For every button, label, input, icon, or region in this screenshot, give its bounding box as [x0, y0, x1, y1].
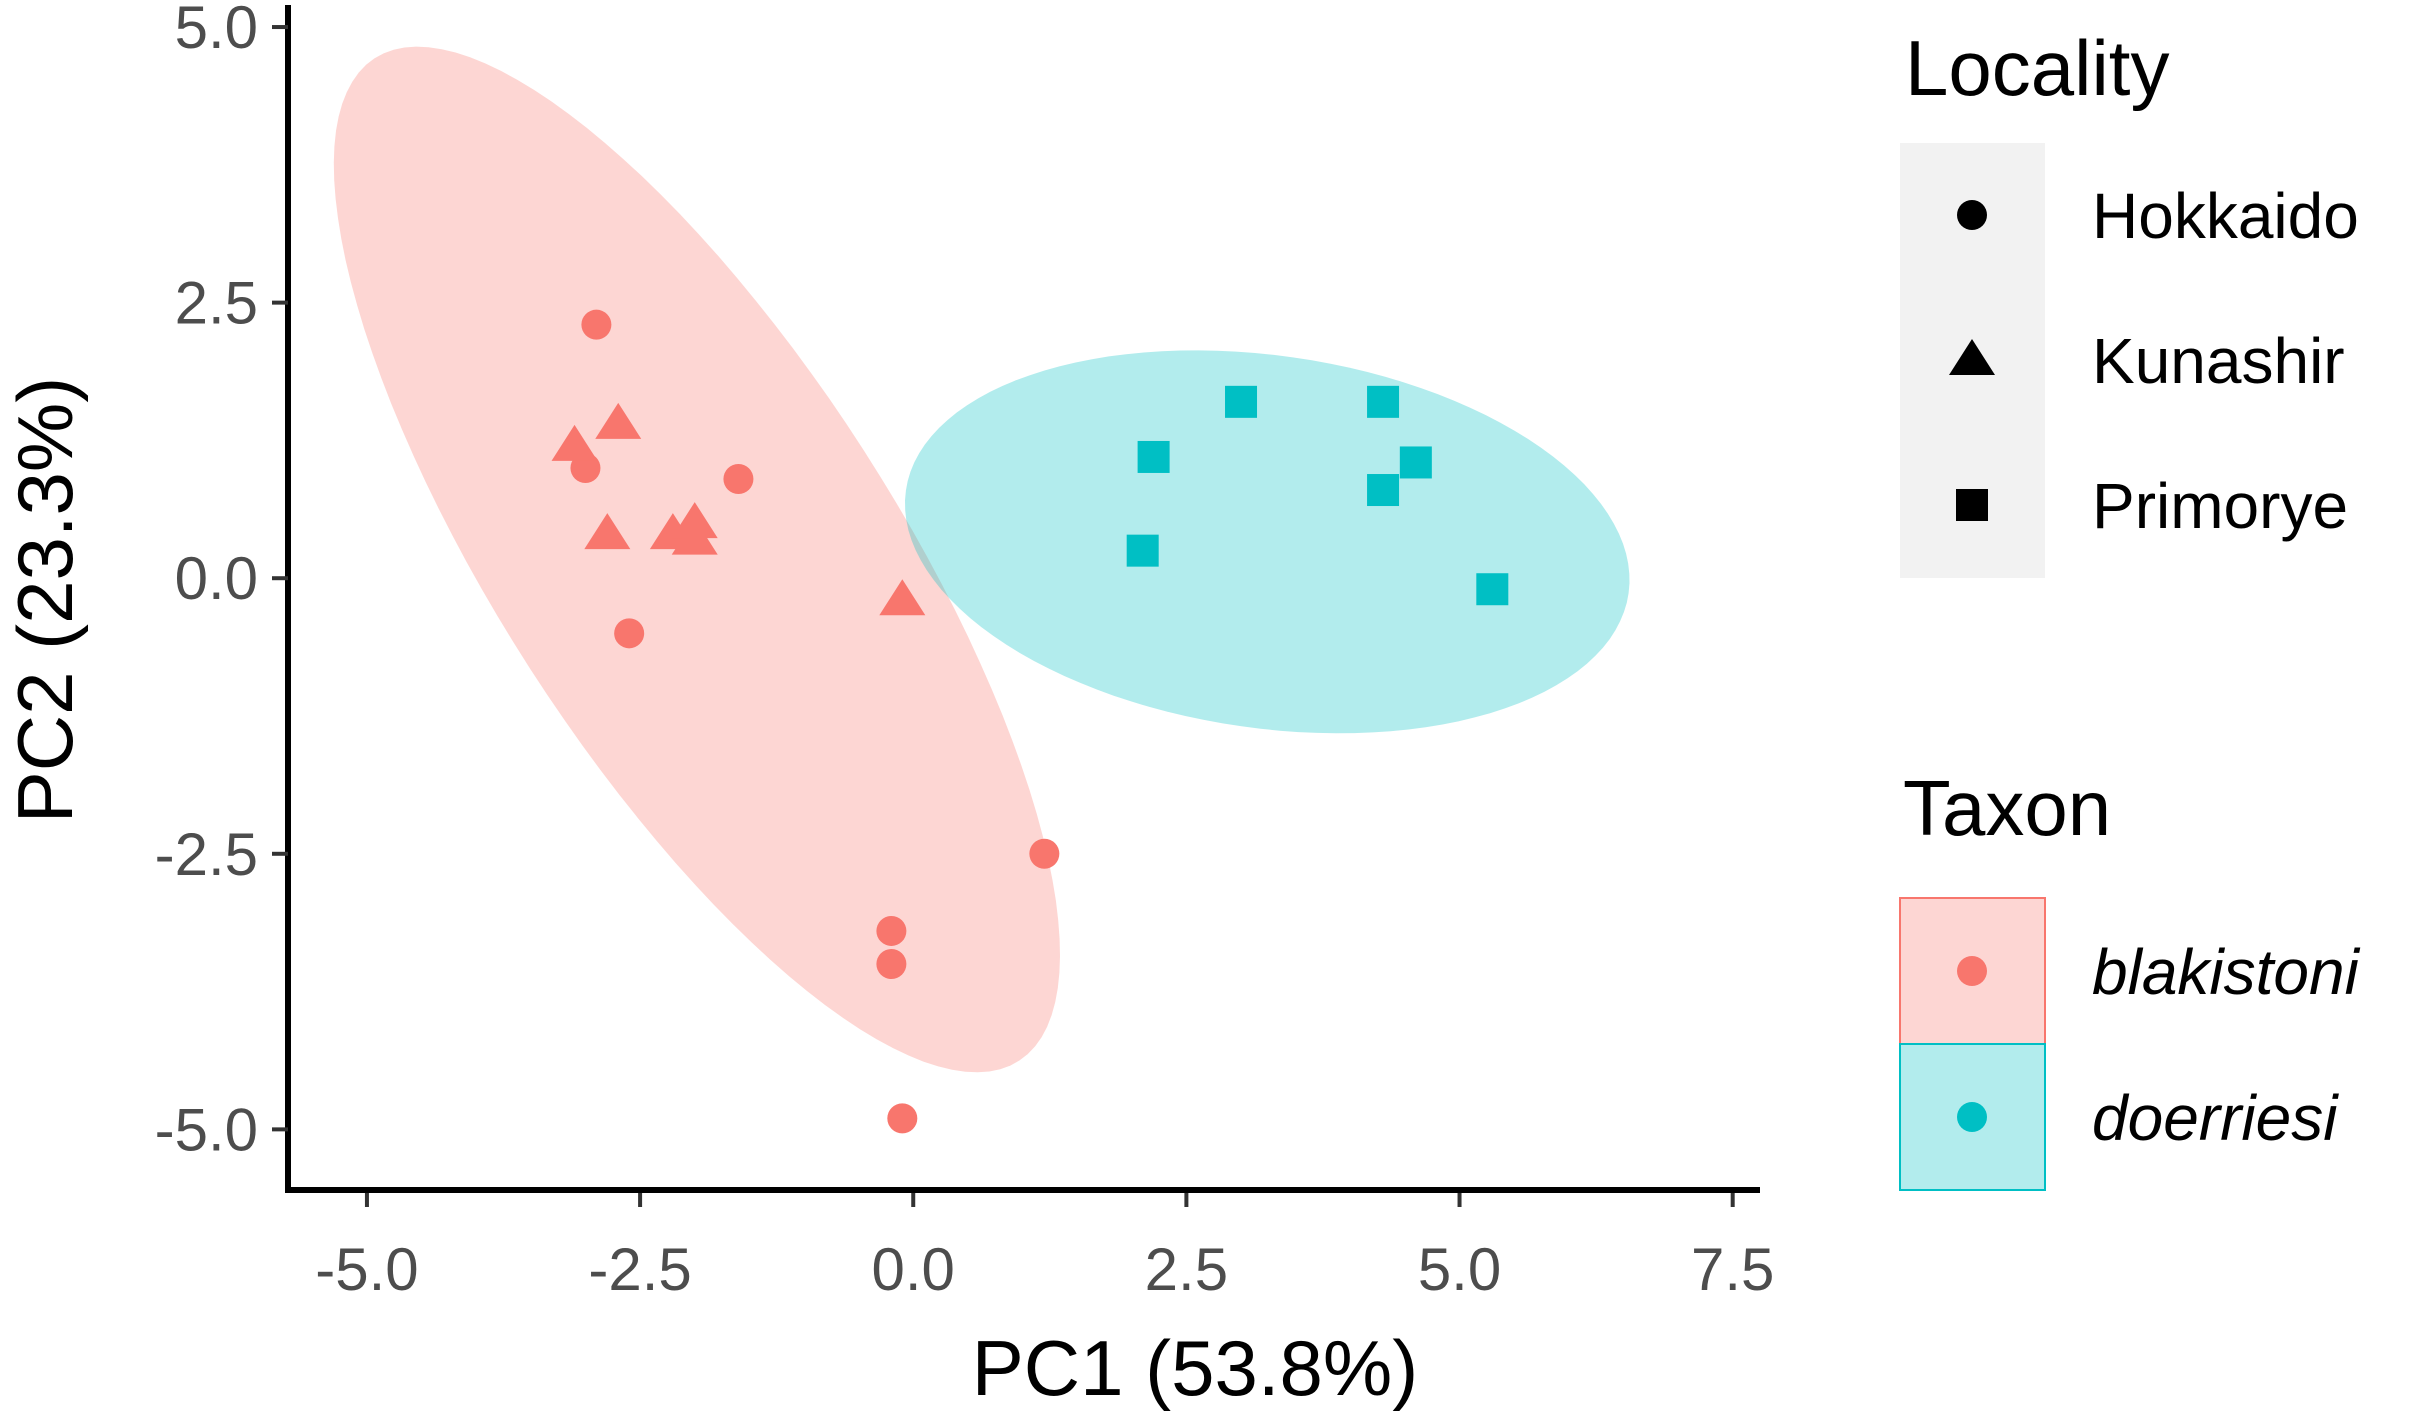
y-tick-label: 0.0 — [175, 545, 258, 612]
legend-circle-icon — [1957, 1102, 1987, 1132]
ellipse-doerriesi — [905, 350, 1630, 734]
y-ticks: -5.0 -2.5 0.0 2.5 5.0 — [155, 0, 288, 1163]
x-tick-label: -5.0 — [315, 1236, 418, 1303]
legend-locality-items: Hokkaido Kunashir Primorye — [1949, 180, 2359, 542]
legend-locality-label: Hokkaido — [2092, 180, 2359, 252]
x-ticks: -5.0 -2.5 0.0 2.5 5.0 7.5 — [315, 1193, 1774, 1303]
point-hokkaido-4 — [1029, 838, 1060, 869]
point-kunashir-2 — [584, 513, 631, 550]
point-kunashir-1 — [595, 402, 642, 439]
legend-locality-label: Kunashir — [2092, 325, 2345, 397]
legend-taxon-items: blakistoni doerriesi — [1899, 897, 2361, 1191]
point-kunashir-5 — [671, 518, 718, 555]
legend-taxon-label: blakistoni — [2092, 936, 2361, 1008]
point-hokkaido-0 — [581, 309, 612, 340]
legend-taxon-label: doerriesi — [2092, 1082, 2339, 1154]
point-hokkaido-3 — [614, 618, 645, 649]
point-primorye-3 — [1367, 385, 1400, 418]
point-hokkaido-5 — [876, 915, 907, 946]
point-hokkaido-6 — [876, 949, 907, 980]
point-primorye-6 — [1476, 573, 1509, 606]
x-tick-label: 5.0 — [1418, 1236, 1501, 1303]
x-tick-label: -2.5 — [588, 1236, 691, 1303]
y-tick-label: -2.5 — [155, 821, 258, 888]
confidence-ellipses — [333, 46, 1630, 1073]
x-axis-title: PC1 (53.8%) — [972, 1324, 1419, 1412]
y-tick-label: 5.0 — [175, 0, 258, 61]
legend-circle-icon — [1957, 956, 1987, 986]
point-kunashir-0 — [551, 424, 598, 461]
point-primorye-1 — [1137, 440, 1170, 473]
point-primorye-4 — [1399, 446, 1432, 479]
point-primorye-2 — [1126, 534, 1159, 567]
point-hokkaido-7 — [887, 1103, 918, 1134]
y-tick-label: -5.0 — [155, 1096, 258, 1163]
x-tick-label: 0.0 — [872, 1236, 955, 1303]
data-points — [551, 309, 1509, 1134]
point-hokkaido-2 — [723, 464, 754, 494]
legend-circle-icon — [1957, 200, 1987, 230]
x-tick-label: 7.5 — [1691, 1236, 1774, 1303]
y-tick-label: 2.5 — [175, 270, 258, 337]
y-axis-title: PC2 (23.3%) — [1, 377, 89, 824]
point-kunashir-6 — [879, 579, 926, 616]
x-tick-label: 2.5 — [1145, 1236, 1228, 1303]
legend-triangle-icon — [1949, 339, 1995, 375]
point-primorye-0 — [1225, 385, 1258, 418]
legend-locality-label: Primorye — [2092, 470, 2348, 542]
point-primorye-5 — [1367, 474, 1400, 507]
ellipse-blakistoni — [333, 46, 1060, 1073]
legend-square-icon — [1956, 489, 1988, 521]
legend-taxon-title: Taxon — [1903, 764, 2111, 852]
legend-locality-title: Locality — [1905, 24, 2169, 112]
axes — [285, 5, 1760, 1193]
